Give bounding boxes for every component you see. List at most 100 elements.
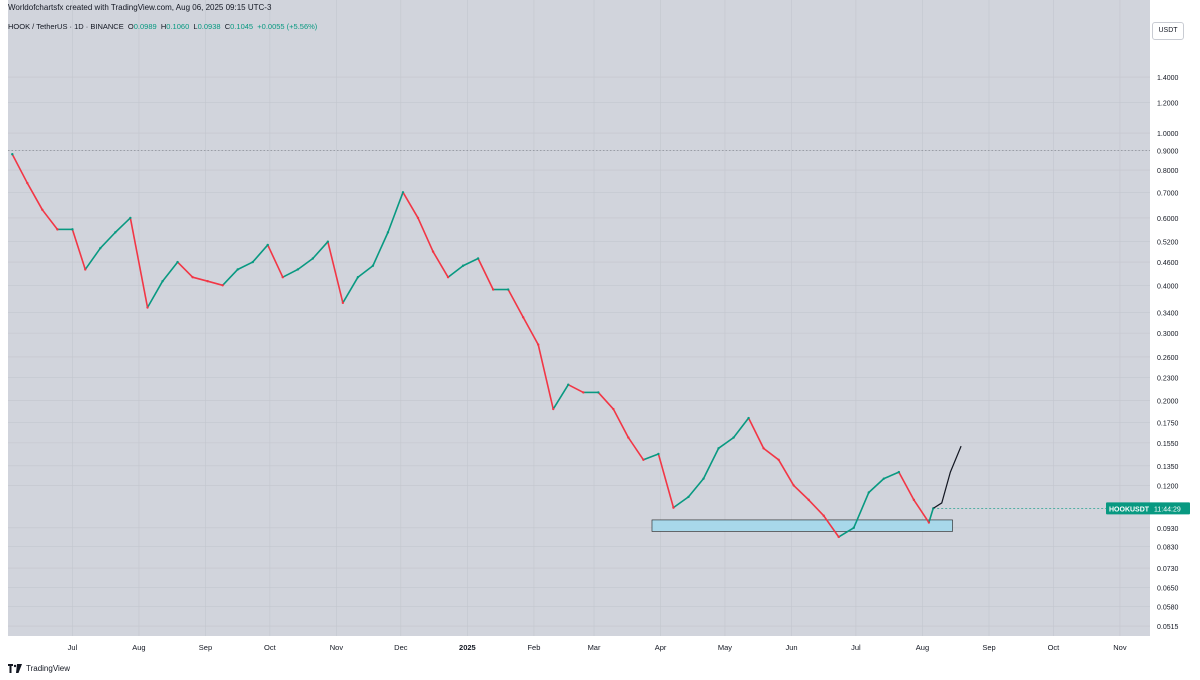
y-tick-label: 0.9000 (1157, 149, 1179, 156)
x-tick-label: Nov (1113, 643, 1127, 652)
y-tick-label: 0.7000 (1157, 190, 1179, 197)
y-tick-label: 0.8000 (1157, 168, 1179, 175)
price-segment (853, 492, 870, 529)
y-tick-label: 0.3000 (1157, 331, 1179, 338)
price-segment (372, 232, 389, 267)
price-segment (417, 217, 434, 252)
high-value: 0.1060 (166, 22, 190, 31)
y-tick-label: 1.0000 (1157, 131, 1179, 138)
price-point (672, 506, 675, 509)
price-segment (462, 257, 479, 267)
y-tick-label: 0.2600 (1157, 355, 1179, 362)
y-tick-label: 0.0830 (1157, 545, 1179, 552)
price-point (912, 498, 916, 502)
high-label: H (160, 22, 167, 31)
footer-brand: TradingView (26, 664, 71, 673)
price-segment (477, 258, 494, 290)
price-point (41, 208, 44, 212)
price-segment (71, 229, 87, 270)
x-tick-label: Sep (199, 643, 212, 652)
x-tick-label: Mar (588, 643, 601, 652)
price-point (897, 470, 901, 474)
price-point (717, 447, 720, 450)
y-tick-label: 0.4000 (1157, 283, 1179, 290)
symbol-line: HOOK / TetherUS · 1D · BINANCE (8, 22, 124, 31)
price-segment (808, 499, 825, 517)
price-segment (868, 478, 885, 494)
x-tick-label: May (718, 643, 732, 652)
price-point (356, 276, 360, 279)
price-point (476, 257, 480, 260)
price-point (792, 484, 795, 487)
price-point (71, 228, 74, 231)
price-segment (177, 261, 194, 278)
price-point (84, 268, 87, 271)
y-tick-label: 1.4000 (1157, 75, 1179, 82)
price-segment (643, 453, 659, 461)
price-point (747, 416, 750, 420)
price-segment (898, 471, 915, 501)
price-point (129, 216, 132, 220)
price-segment (26, 182, 44, 211)
price-point (251, 260, 254, 264)
price-point (657, 452, 660, 456)
tradingview-logo-icon (8, 664, 22, 673)
price-point (506, 288, 510, 291)
x-tick-label: Jun (785, 643, 797, 652)
last-price-symbol: HOOKUSDT (1109, 506, 1150, 513)
price-point (99, 247, 102, 250)
y-tick-label: 0.0650 (1157, 585, 1179, 592)
price-segment (192, 276, 208, 282)
price-point (176, 260, 179, 264)
price-point (56, 228, 59, 231)
price-point (11, 153, 14, 156)
y-tick-label: 0.1550 (1157, 441, 1179, 448)
price-segment (297, 257, 314, 271)
price-point (326, 240, 330, 243)
price-segment (402, 191, 419, 219)
price-segment (114, 217, 131, 233)
price-segment (432, 251, 449, 278)
projection-arrow (932, 445, 962, 509)
price-segment (552, 384, 569, 410)
price-point (882, 477, 886, 480)
price-segment (237, 261, 254, 271)
price-segment (222, 268, 239, 286)
x-tick-label: Apr (655, 643, 667, 652)
x-tick-label: Oct (1048, 643, 1061, 652)
price-segment (612, 408, 630, 438)
price-segment (702, 447, 720, 479)
price-segment (282, 268, 299, 278)
price-point (401, 191, 405, 194)
y-tick-label: 0.1750 (1157, 421, 1179, 428)
price-segment (207, 280, 223, 287)
currency-badge[interactable]: USDT (1152, 22, 1184, 40)
price-segment (823, 515, 840, 538)
x-tick-label: Feb (527, 643, 540, 652)
last-price-badge (1106, 502, 1190, 515)
price-point (266, 243, 269, 247)
price-point (612, 407, 615, 411)
price-segment (342, 276, 359, 304)
x-tick-label: Dec (394, 643, 408, 652)
y-tick-label: 0.1350 (1157, 464, 1179, 471)
price-point (386, 231, 390, 234)
price-segment (146, 280, 164, 308)
price-point (762, 447, 765, 450)
tradingview-footer: TradingView (8, 664, 70, 673)
price-point (311, 257, 315, 260)
price-point (416, 216, 420, 220)
price-point (236, 268, 239, 271)
chart-credit: Worldofchartsfx created with TradingView… (8, 3, 272, 12)
low-label: L (193, 22, 198, 31)
price-point (687, 495, 690, 499)
price-point (552, 407, 555, 411)
plot-area (8, 0, 1150, 636)
price-segment (41, 209, 59, 230)
price-segment (718, 436, 735, 449)
open-label: O (127, 22, 134, 31)
price-segment (312, 241, 329, 260)
price-segment (252, 244, 269, 263)
price-point (852, 526, 855, 529)
